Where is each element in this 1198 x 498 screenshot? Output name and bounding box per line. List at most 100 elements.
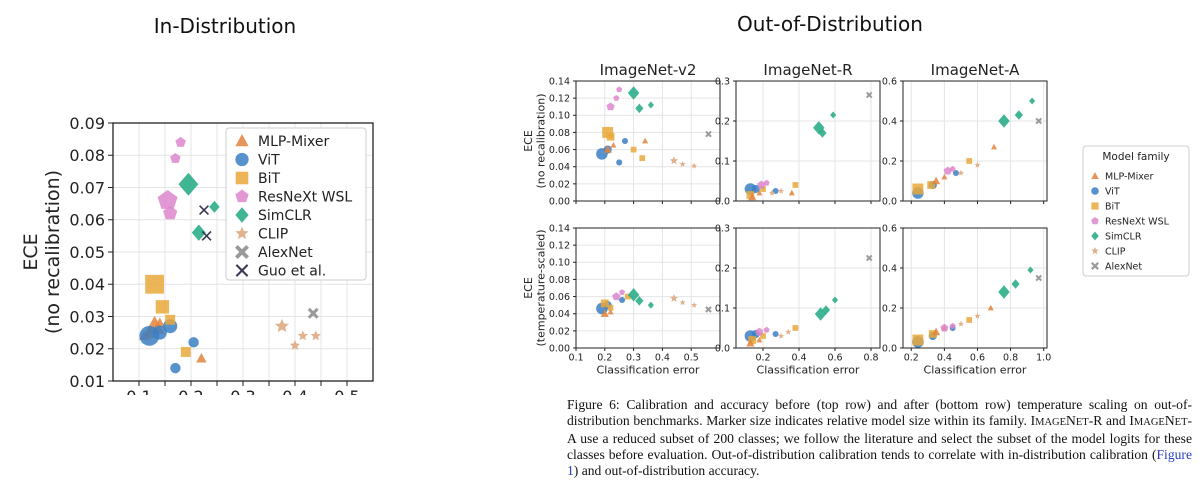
series-resnext-wsl: [612, 289, 626, 301]
series-simclr: [627, 86, 654, 114]
y-axis-label: ECE(no recalibration): [20, 170, 64, 334]
plot-area: [903, 81, 1047, 201]
legend-entry-bit: BiT: [1091, 202, 1120, 213]
y-tick-label: 0.4: [882, 116, 897, 127]
x-tick-label: 0.2: [178, 387, 203, 395]
legend-marker-guo-et-al: [235, 264, 249, 277]
caption-smallcaps-2: ET: [1075, 417, 1089, 428]
point-simclr: [818, 128, 827, 138]
x-tick-label: 0.4: [655, 353, 670, 364]
series-resnext-wsl: [943, 165, 956, 175]
point-resnext-wsl: [940, 323, 949, 332]
panel-title: ImageNet-R: [763, 61, 852, 79]
x-tick-label: 0.3: [230, 387, 255, 395]
series-mlp-mixer: [746, 336, 763, 347]
in-distribution-header: In-Distribution: [153, 14, 297, 38]
series-mlp-mixer: [600, 308, 614, 317]
y-tick-label: 0.2: [715, 263, 730, 274]
point-alexnet: [705, 306, 712, 313]
point-simclr: [627, 288, 640, 302]
point-clip: [310, 330, 322, 341]
point-clip: [669, 293, 679, 302]
series-guo-et-al: [199, 205, 212, 241]
legend-label: BiT: [258, 171, 280, 187]
panel-ood-r-top: 0.0 0.1 0.2 0.3 ImageNet-R: [715, 61, 881, 207]
caption-smallcaps-4: ET: [1174, 417, 1188, 428]
figure-1-link[interactable]: Figure 1: [567, 447, 1192, 478]
plot-area: [903, 228, 1047, 348]
x-tick-label: 0.4: [937, 353, 952, 364]
series-resnext-wsl: [606, 86, 623, 111]
point-simclr: [209, 200, 220, 213]
x-tick-label: 0.8: [1003, 353, 1018, 364]
x-tick-label: 0.3: [626, 353, 641, 364]
legend-label: SimCLR: [1105, 232, 1142, 243]
series-clip: [768, 187, 785, 196]
series-resnext-wsl: [940, 322, 956, 332]
point-vit: [772, 330, 779, 338]
y-tick-label: 0.0: [715, 343, 730, 354]
x-tick-label: 0.8: [863, 353, 878, 364]
point-mlp-mixer: [756, 336, 763, 343]
series-bit: [912, 158, 973, 195]
y-tick-label: 0.04: [549, 309, 570, 320]
legend-marker-alexnet: [1091, 262, 1099, 270]
point-simclr: [1027, 266, 1034, 274]
y-tick-label: 0.3: [715, 76, 730, 87]
point-vit: [152, 325, 167, 340]
point-clip: [679, 160, 686, 167]
point-bit: [912, 183, 924, 195]
series-clip: [669, 293, 698, 308]
caption-smallcaps: MAGE: [1035, 417, 1067, 428]
point-mlp-mixer: [788, 189, 795, 196]
point-bit: [966, 158, 973, 164]
point-bit: [602, 126, 614, 138]
y-tick-label: 0.0: [715, 196, 730, 207]
legend-entry-alexnet: AlexNet: [235, 245, 313, 261]
point-alexnet: [865, 91, 873, 99]
legend-label: MLP-Mixer: [1105, 172, 1153, 183]
legend-title: Model family: [1102, 151, 1169, 163]
legend-box: [1082, 145, 1190, 277]
point-clip: [777, 332, 785, 339]
point-resnext-wsl: [619, 289, 626, 295]
point-bit: [746, 191, 755, 199]
x-tick-label: 0.2: [597, 353, 612, 364]
legend-in-distribution: MLP-Mixer ViT BiT ResNeXt WSL SimCLR CLIP Alex…: [225, 127, 367, 281]
data-points: [596, 86, 712, 169]
y-tick-label: 0.2: [882, 156, 897, 167]
point-clip: [974, 161, 981, 168]
x-tick-label: 0.2: [755, 353, 770, 364]
legend-label: ViT: [1105, 187, 1120, 198]
point-bit: [792, 325, 799, 331]
plot-frame: [112, 122, 374, 382]
point-mlp-mixer: [603, 145, 612, 153]
legend-label: ViT: [258, 153, 280, 169]
series-simclr: [627, 288, 654, 309]
legend-marker-simclr: [1091, 231, 1099, 241]
point-mlp-mixer: [600, 309, 609, 317]
point-simclr: [647, 101, 654, 109]
legend-entry-alexnet: AlexNet: [1091, 262, 1142, 273]
x-tick-label: 0.5: [684, 353, 699, 364]
series-bit: [145, 274, 191, 357]
point-clip: [679, 299, 686, 306]
point-resnext-wsl: [943, 166, 952, 175]
series-bit: [746, 182, 799, 199]
legend-label: ResNeXt WSL: [1105, 217, 1170, 228]
y-tick-label: 0.2: [715, 116, 730, 127]
plot-frame: [902, 80, 1048, 202]
x-tick-label: 0.6: [970, 353, 985, 364]
series-mlp-mixer: [603, 137, 649, 153]
y-tick-label: 0.08: [549, 275, 570, 286]
point-bit: [760, 333, 766, 339]
y-tick-label: 0.10: [549, 258, 570, 269]
x-tick-label: 0.5: [334, 387, 359, 395]
point-resnext-wsl: [613, 94, 620, 101]
series-clip: [957, 161, 981, 176]
plot-frame: [735, 227, 881, 349]
y-tick-label: 0.12: [549, 94, 570, 105]
y-tick-label: 0.06: [549, 292, 570, 303]
series-simclr: [998, 97, 1036, 128]
y-tick-label: 0.06: [69, 211, 105, 230]
